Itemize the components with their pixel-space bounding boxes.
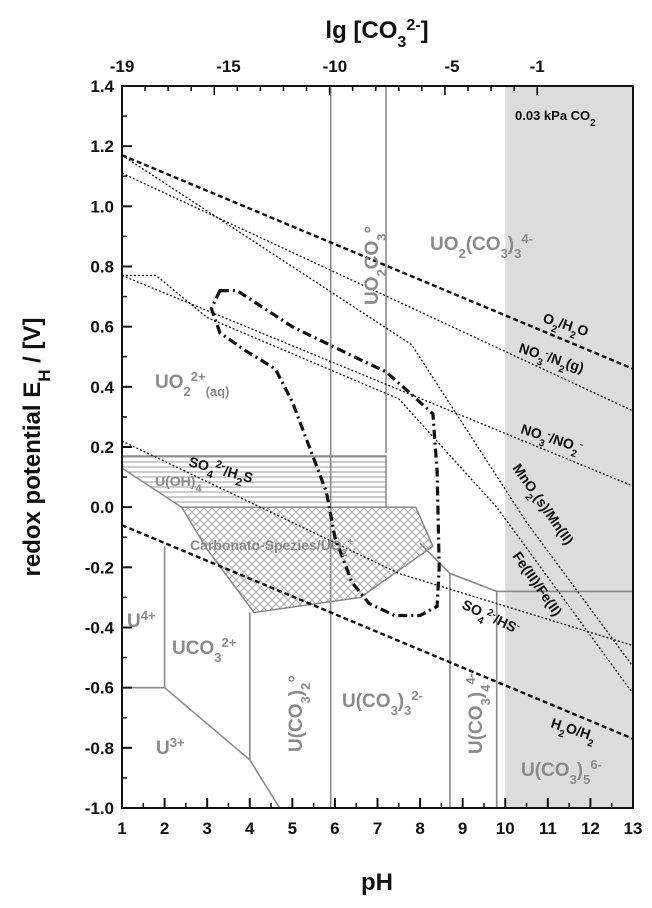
x-tick-label: 6: [330, 819, 339, 838]
top-axis-title: lg [CO32-]: [325, 17, 428, 51]
species-label: U(CO3)32-: [342, 688, 423, 718]
species-label: U4+: [127, 608, 156, 633]
species-label: U(CO3)44-: [463, 673, 493, 754]
species-label: U(CO3)2°: [286, 675, 313, 752]
x-tick-label: 10: [496, 819, 515, 838]
top-tick-label: -5: [444, 57, 459, 76]
y-tick-label: 0.6: [90, 318, 114, 337]
redox-couple-line: [122, 154, 633, 667]
y-tick-label: 0.0: [90, 498, 114, 517]
y-tick-label: -0.6: [85, 679, 114, 698]
top-tick-label: -1: [530, 57, 545, 76]
x-tick-label: 2: [160, 819, 169, 838]
hatched-region: [180, 506, 434, 614]
redox-couple-line: [122, 274, 633, 695]
y-tick-label: -1.0: [85, 799, 114, 818]
x-tick-label: 12: [581, 819, 600, 838]
x-tick-label: 7: [373, 819, 382, 838]
top-tick-label: -15: [216, 57, 241, 76]
top-tick-label: -19: [110, 57, 135, 76]
x-tick-label: 11: [539, 819, 557, 838]
redox-couple-line: [122, 154, 633, 370]
x-tick-label: 4: [245, 819, 255, 838]
redox-couple-line: [122, 524, 633, 740]
redox-couple-line: [122, 274, 633, 487]
x-tick-label: 9: [458, 819, 467, 838]
atmosphere-region: [505, 86, 633, 808]
y-tick-label: 0.2: [90, 438, 114, 457]
x-tick-label: 1: [117, 819, 126, 838]
species-label: UCO32+: [172, 635, 237, 665]
y-tick-label: -0.2: [85, 558, 114, 577]
y-tick-label: -0.4: [85, 619, 115, 638]
species-label: U3+: [156, 735, 185, 760]
x-tick-label: 3: [202, 819, 211, 838]
species-boundary: [419, 542, 497, 593]
y-tick-label: 1.4: [90, 77, 114, 96]
x-tick-label: 8: [415, 819, 424, 838]
dashdot-contour: [209, 289, 441, 618]
x-axis-title: pH: [361, 869, 393, 896]
y-tick-label: 0.8: [90, 258, 114, 277]
y-tick-label: 1.0: [90, 197, 114, 216]
y-tick-label: 1.2: [90, 137, 114, 156]
top-tick-label: -10: [323, 57, 348, 76]
redox-couple-line: [122, 172, 633, 412]
x-tick-label: 5: [288, 819, 297, 838]
species-label: UO22+(aq): [155, 369, 229, 399]
y-tick-label: 0.4: [90, 378, 114, 397]
y-tick-label: -0.8: [85, 739, 114, 758]
y-axis-title: redox potential EH / [V]: [19, 318, 54, 577]
x-tick-label: 13: [624, 819, 643, 838]
